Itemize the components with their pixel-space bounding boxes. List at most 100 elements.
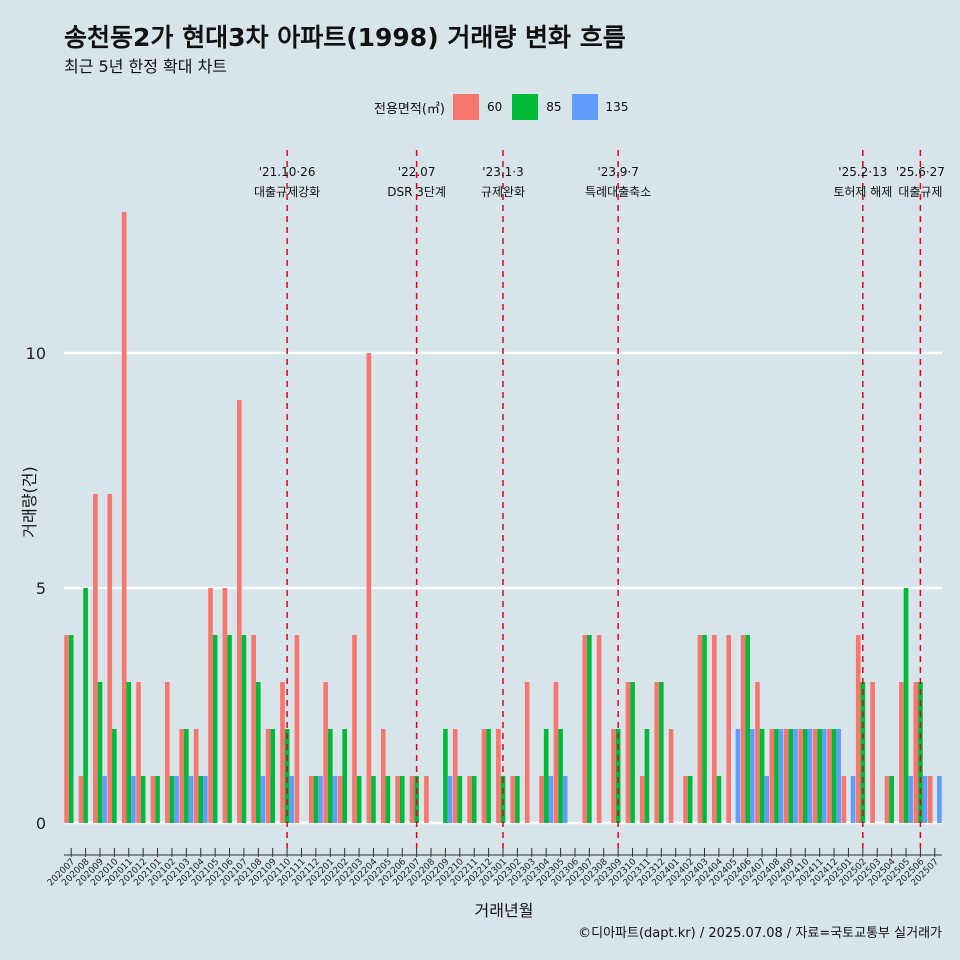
bar-60-202411 xyxy=(812,729,818,823)
bar-85-202112 xyxy=(313,776,319,823)
bar-85-202304 xyxy=(543,729,549,823)
bar-60-202410 xyxy=(798,729,803,823)
bar-60-202112 xyxy=(308,776,314,823)
event-date-label: '25.6·27 xyxy=(896,165,945,179)
bar-60-202201 xyxy=(323,682,328,823)
bar-60-202106 xyxy=(222,588,228,823)
bar-85-202012 xyxy=(140,776,146,823)
bar-85-202506 xyxy=(918,682,923,823)
bar-60-202102 xyxy=(165,682,170,823)
legend: 전용면적(㎡) 60 85 135 xyxy=(374,93,638,121)
bar-135-202501 xyxy=(850,776,856,823)
bar-60-202207 xyxy=(409,776,415,823)
bar-60-202103 xyxy=(179,729,185,823)
bar-135-202201 xyxy=(332,776,338,823)
bar-60-202204 xyxy=(366,353,372,823)
bar-60-202008 xyxy=(78,776,84,823)
event-name-label: DSR 3단계 xyxy=(387,185,446,199)
bar-85-202309 xyxy=(615,729,621,823)
bar-85-202008 xyxy=(83,588,88,823)
bar-135-202409 xyxy=(793,729,798,823)
bar-60-202403 xyxy=(697,635,703,823)
bar-60-202301 xyxy=(496,729,501,823)
bar-60-202504 xyxy=(884,776,890,823)
event-date-label: '22.07 xyxy=(398,165,436,179)
bar-60-202010 xyxy=(107,494,113,823)
bar-85-202403 xyxy=(702,635,707,823)
bar-60-202402 xyxy=(683,776,688,823)
bar-60-202310 xyxy=(625,682,631,823)
bar-60-202107 xyxy=(237,400,242,823)
source-caption: ©디아파트(dapt.kr) / 2025.07.08 / 자료=국토교통부 실… xyxy=(578,926,942,941)
legend-item-85: 85 xyxy=(512,94,562,120)
bar-60-202109 xyxy=(265,729,271,823)
bar-85-202404 xyxy=(716,776,722,823)
bar-85-202007 xyxy=(68,635,74,823)
legend-swatch-135 xyxy=(571,94,598,120)
bar-60-202404 xyxy=(711,635,717,823)
legend-label-60: 60 xyxy=(486,100,503,114)
legend-item-135: 135 xyxy=(571,94,628,120)
bar-60-202406 xyxy=(740,635,746,823)
bar-60-202405 xyxy=(726,635,731,823)
bar-85-202212 xyxy=(486,729,491,823)
bar-60-202210 xyxy=(452,729,458,823)
bar-60-202009 xyxy=(93,494,98,823)
event-date-label: '23.9·7 xyxy=(597,165,638,179)
bar-85-202009 xyxy=(97,682,103,823)
bar-135-202209 xyxy=(447,776,453,823)
bar-135-202305 xyxy=(562,776,568,823)
bar-85-202408 xyxy=(774,729,779,823)
bar-135-202009 xyxy=(102,776,107,823)
bar-85-202502 xyxy=(860,682,866,823)
bar-85-202310 xyxy=(630,682,635,823)
bar-85-202410 xyxy=(802,729,808,823)
bar-60-202307 xyxy=(582,635,588,823)
bar-60-202507 xyxy=(927,776,933,823)
event-name-label: 규제완화 xyxy=(481,185,525,199)
bar-60-202304 xyxy=(539,776,544,823)
y-tick-label: 10 xyxy=(26,344,46,363)
bar-60-202202 xyxy=(337,776,343,823)
bar-60-202305 xyxy=(553,682,559,823)
bar-85-202312 xyxy=(659,682,664,823)
y-axis-label: 거래량(건) xyxy=(20,466,39,538)
bar-85-202209 xyxy=(443,729,448,823)
bar-60-202409 xyxy=(783,729,789,823)
bar-85-202203 xyxy=(356,776,362,823)
bar-85-202110 xyxy=(284,729,290,823)
bar-85-202307 xyxy=(587,635,592,823)
legend-label-85: 85 xyxy=(546,100,562,114)
bar-135-202407 xyxy=(764,776,769,823)
bar-85-202105 xyxy=(212,635,218,823)
bar-85-202108 xyxy=(256,682,261,823)
bar-60-202007 xyxy=(64,635,69,823)
bar-85-202409 xyxy=(788,729,794,823)
bar-135-202112 xyxy=(318,776,323,823)
bar-85-202406 xyxy=(745,635,750,823)
bar-135-202104 xyxy=(203,776,208,823)
bar-135-202408 xyxy=(778,729,784,823)
bar-60-202501 xyxy=(841,776,847,823)
bar-85-202010 xyxy=(112,729,117,823)
bar-85-202302 xyxy=(515,776,520,823)
bar-135-202507 xyxy=(937,776,942,823)
bar-135-202505 xyxy=(908,776,913,823)
bar-60-202108 xyxy=(251,635,257,823)
bar-60-202412 xyxy=(827,729,832,823)
bar-85-202107 xyxy=(241,635,247,823)
bar-60-202203 xyxy=(352,635,357,823)
bar-135-202406 xyxy=(749,729,755,823)
bar-60-202311 xyxy=(640,776,645,823)
bar-135-202011 xyxy=(131,776,136,823)
bar-85-202011 xyxy=(126,682,132,823)
bar-135-202102 xyxy=(174,776,179,823)
event-name-label: 대출규제 xyxy=(898,185,942,199)
legend-swatch-85 xyxy=(512,94,539,120)
bar-60-202111 xyxy=(294,635,300,823)
bar-60-202309 xyxy=(611,729,616,823)
event-name-label: 대출규제강화 xyxy=(254,185,320,199)
bar-60-202105 xyxy=(208,588,213,823)
bar-85-202102 xyxy=(169,776,175,823)
